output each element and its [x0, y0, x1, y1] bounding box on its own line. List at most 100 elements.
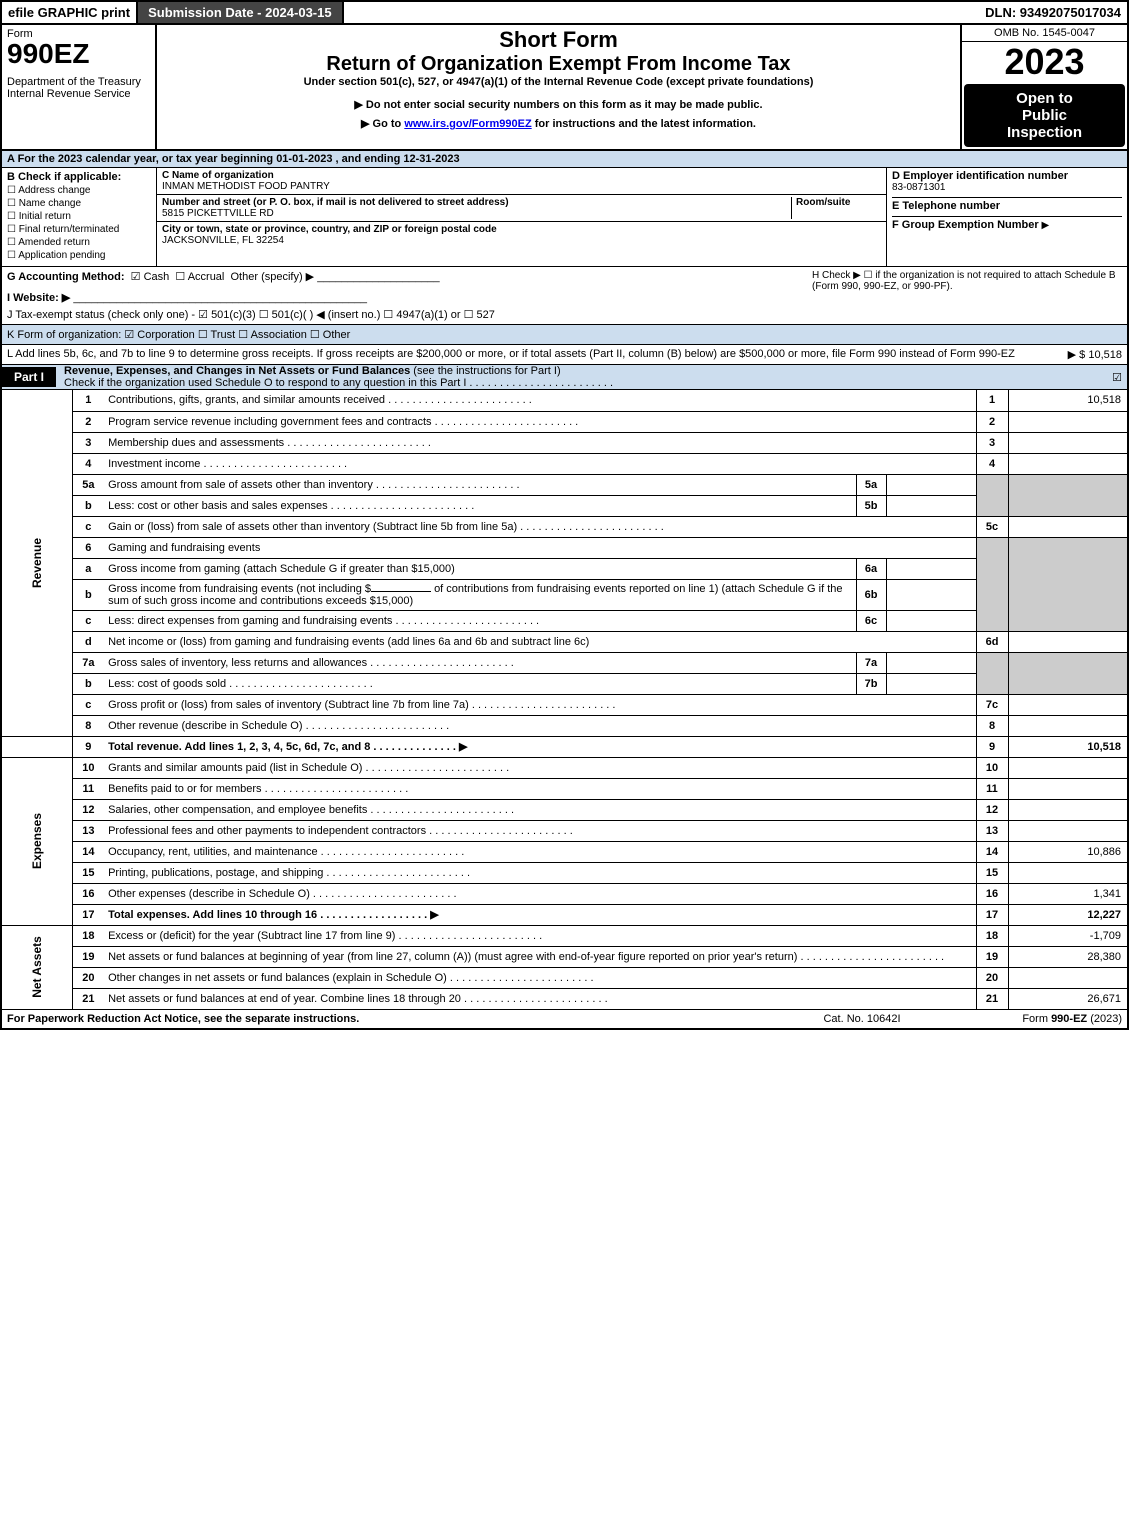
line-l: L Add lines 5b, 6c, and 7b to line 9 to … — [0, 345, 1129, 365]
l6c-desc: Less: direct expenses from gaming and fu… — [104, 610, 856, 631]
l15-desc: Printing, publications, postage, and shi… — [104, 862, 976, 883]
l15-ln: 15 — [976, 862, 1008, 883]
chk-final-return[interactable]: ☐ Final return/terminated — [7, 224, 151, 235]
col-d: D Employer identification number 83-0871… — [887, 168, 1127, 266]
chk-amended-return[interactable]: ☐ Amended return — [7, 237, 151, 248]
g-accrual: Accrual — [188, 271, 225, 283]
l5a-subv — [886, 474, 976, 495]
chk-application-pending-label: Application pending — [18, 250, 105, 261]
l1-desc: Contributions, gifts, grants, and simila… — [104, 390, 976, 411]
footer-catno: Cat. No. 10642I — [762, 1013, 962, 1025]
form-title-block: Short Form Return of Organization Exempt… — [157, 25, 962, 149]
l11-val — [1008, 778, 1128, 799]
l21-desc: Net assets or fund balances at end of ye… — [104, 988, 976, 1009]
site-pre: Go to — [373, 118, 405, 130]
chk-address-change-label: Address change — [18, 185, 90, 196]
room-label: Room/suite — [796, 197, 850, 208]
l4-ln: 4 — [976, 453, 1008, 474]
l21-no: 21 — [72, 988, 104, 1009]
street-cell: Number and street (or P. O. box, if mail… — [157, 195, 886, 222]
l6a-no: a — [72, 558, 104, 579]
l6c-subv — [886, 610, 976, 631]
top-bar: efile GRAPHIC print Submission Date - 20… — [0, 0, 1129, 25]
part-i-check-text: Check if the organization used Schedule … — [64, 377, 613, 389]
l9-desc: Total revenue. Add lines 1, 2, 3, 4, 5c,… — [104, 736, 976, 757]
chk-amended-return-label: Amended return — [18, 237, 90, 248]
org-name: INMAN METHODIST FOOD PANTRY — [162, 181, 330, 192]
line-a: A For the 2023 calendar year, or tax yea… — [0, 151, 1129, 168]
l5a-no: 5a — [72, 474, 104, 495]
l19-ln: 19 — [976, 946, 1008, 967]
l5ab-grey-val — [1008, 474, 1128, 516]
open2: Public — [968, 107, 1121, 124]
ssn-note: Do not enter social security numbers on … — [162, 98, 955, 111]
open-to-public-badge: Open to Public Inspection — [964, 84, 1125, 147]
f-arrow: ▶ — [1041, 220, 1049, 231]
l20-ln: 20 — [976, 967, 1008, 988]
l7a-subv — [886, 652, 976, 673]
side-netassets-label: Net Assets — [30, 936, 44, 998]
l21-val: 26,671 — [1008, 988, 1128, 1009]
l6c-no: c — [72, 610, 104, 631]
l5c-val — [1008, 516, 1128, 537]
side-rev-end — [1, 736, 72, 757]
l2-val — [1008, 411, 1128, 432]
l1-ln: 1 — [976, 390, 1008, 411]
l1-no: 1 — [72, 390, 104, 411]
l4-val — [1008, 453, 1128, 474]
l7c-ln: 7c — [976, 694, 1008, 715]
footer-formref: Form 990-EZ (2023) — [962, 1013, 1122, 1025]
efile-label[interactable]: efile GRAPHIC print — [2, 2, 138, 23]
l17-val: 12,227 — [1008, 904, 1128, 925]
city-label: City or town, state or province, country… — [162, 224, 497, 235]
l5b-subv — [886, 495, 976, 516]
l12-no: 12 — [72, 799, 104, 820]
l7b-desc: Less: cost of goods sold — [104, 673, 856, 694]
tax-year: 2023 — [962, 42, 1127, 82]
l17-ln: 17 — [976, 904, 1008, 925]
l-text: L Add lines 5b, 6c, and 7b to line 9 to … — [7, 348, 1022, 361]
l15-val — [1008, 862, 1128, 883]
l7ab-grey-val — [1008, 652, 1128, 694]
part-i-checkbox[interactable]: ☑ — [1107, 371, 1127, 384]
l20-val — [1008, 967, 1128, 988]
l5c-no: c — [72, 516, 104, 537]
l13-desc: Professional fees and other payments to … — [104, 820, 976, 841]
l8-ln: 8 — [976, 715, 1008, 736]
col-b: B Check if applicable: ☐ Address change … — [2, 168, 157, 266]
l8-no: 8 — [72, 715, 104, 736]
city-value: JACKSONVILLE, FL 32254 — [162, 235, 284, 246]
l6b-subv — [886, 579, 976, 610]
l6a-sub: 6a — [856, 558, 886, 579]
form-header: Form 990EZ Department of the Treasury In… — [0, 25, 1129, 151]
chk-address-change[interactable]: ☐ Address change — [7, 185, 151, 196]
irs-link[interactable]: www.irs.gov/Form990EZ — [404, 118, 531, 130]
l7b-subv — [886, 673, 976, 694]
street-value: 5815 PICKETTVILLE RD — [162, 208, 274, 219]
l16-ln: 16 — [976, 883, 1008, 904]
side-expenses-label: Expenses — [30, 813, 44, 869]
part-i-text: Revenue, Expenses, and Changes in Net As… — [64, 365, 1107, 389]
short-form-label: Short Form — [162, 27, 955, 53]
l6-grey-val — [1008, 537, 1128, 631]
chk-name-change[interactable]: ☐ Name change — [7, 198, 151, 209]
chk-application-pending[interactable]: ☐ Application pending — [7, 250, 151, 261]
l7b-sub: 7b — [856, 673, 886, 694]
part-i-tag: Part I — [2, 367, 56, 387]
l6-grey — [976, 537, 1008, 631]
l6c-sub: 6c — [856, 610, 886, 631]
part-i-title: Revenue, Expenses, and Changes in Net As… — [64, 365, 410, 377]
part-i-sub: (see the instructions for Part I) — [410, 365, 560, 377]
l6-no: 6 — [72, 537, 104, 558]
l4-desc: Investment income — [104, 453, 976, 474]
l1-val: 10,518 — [1008, 390, 1128, 411]
street-label: Number and street (or P. O. box, if mail… — [162, 197, 509, 208]
g-label: G Accounting Method: — [7, 271, 125, 283]
chk-initial-return[interactable]: ☐ Initial return — [7, 211, 151, 222]
b-heading: B Check if applicable: — [7, 171, 151, 183]
l19-no: 19 — [72, 946, 104, 967]
g-other: Other (specify) ▶ — [231, 271, 315, 283]
l14-no: 14 — [72, 841, 104, 862]
l8-desc: Other revenue (describe in Schedule O) — [104, 715, 976, 736]
l5c-ln: 5c — [976, 516, 1008, 537]
